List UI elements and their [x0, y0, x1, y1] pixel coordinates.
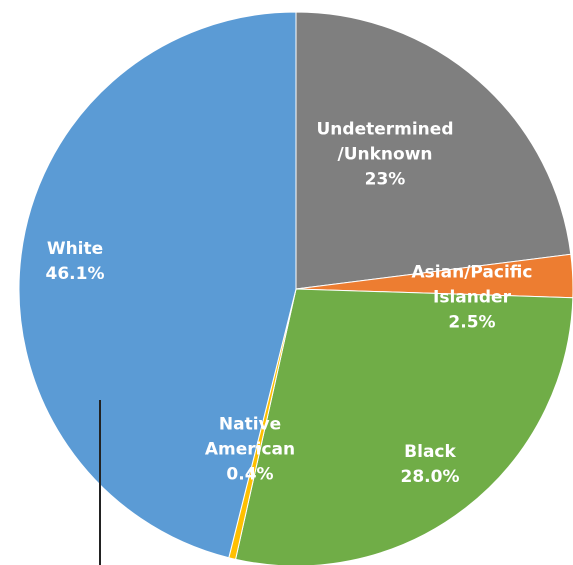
value-label: 0.4%	[226, 464, 274, 485]
value-label: 28.0%	[400, 467, 460, 487]
pie-slice	[234, 288, 573, 565]
slice-label: Black 28.0%	[401, 440, 460, 490]
slice-label: Undetermined /Unknown 23%	[317, 118, 454, 193]
category-label: Native American	[204, 414, 296, 460]
value-label: 46.1%	[45, 264, 105, 284]
slice-label: White 46.1%	[46, 237, 105, 287]
value-label: 2.5%	[448, 312, 496, 333]
slice-label: Asian/Pacific Islander 2.5%	[412, 261, 533, 336]
pie-slice	[18, 11, 297, 559]
category-label: Asian/Pacific Islander	[411, 262, 533, 308]
category-label: Undetermined /Unknown	[316, 119, 454, 165]
pie-slice	[295, 11, 572, 290]
value-label: 23%	[364, 169, 406, 190]
category-label: Black	[404, 442, 456, 462]
category-label: White	[46, 239, 104, 259]
slice-label: Native American 0.4%	[205, 413, 295, 488]
